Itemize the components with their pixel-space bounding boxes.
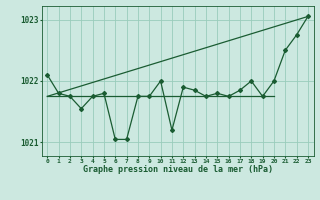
X-axis label: Graphe pression niveau de la mer (hPa): Graphe pression niveau de la mer (hPa) bbox=[83, 165, 273, 174]
